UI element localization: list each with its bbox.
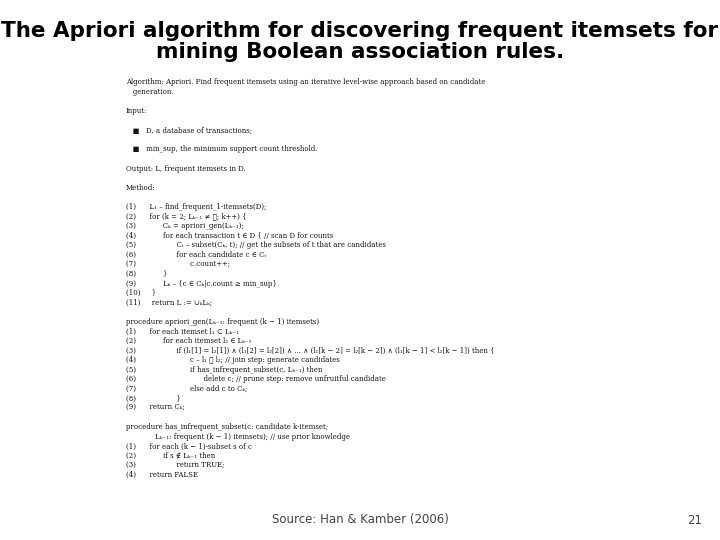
Text: (4)            for each transaction t ∈ D { // scan D for counts: (4) for each transaction t ∈ D { // scan…	[126, 232, 333, 240]
Text: Source: Han & Kamber (2006): Source: Han & Kamber (2006)	[271, 514, 449, 526]
Text: (1)      for each itemset l₁ ⊂ Lₖ₋₁: (1) for each itemset l₁ ⊂ Lₖ₋₁	[126, 327, 239, 335]
Text: (2)            for each itemset l₂ ∈ Lₖ₋₁: (2) for each itemset l₂ ∈ Lₖ₋₁	[126, 337, 251, 345]
Text: 21: 21	[687, 514, 702, 526]
Text: (6)                              delete c; // prune step: remove unfruitful cand: (6) delete c; // prune step: remove unfr…	[126, 375, 386, 383]
Text: (11)     return L := ∪ₖLₖ;: (11) return L := ∪ₖLₖ;	[126, 299, 212, 307]
Text: (5)                  Cₜ – subset(Cₖ, t); // get the subsets of t that are candid: (5) Cₜ – subset(Cₖ, t); // get the subse…	[126, 241, 386, 249]
Text: Output: L, frequent itemsets in D.: Output: L, frequent itemsets in D.	[126, 165, 246, 173]
Text: procedure has_infrequent_subset(c: candidate k-itemset;: procedure has_infrequent_subset(c: candi…	[126, 423, 328, 431]
Text: (10)     }: (10) }	[126, 289, 156, 297]
Text: mining Boolean association rules.: mining Boolean association rules.	[156, 42, 564, 62]
Text: (8)            }: (8) }	[126, 270, 168, 278]
Text: The Apriori algorithm for discovering frequent itemsets for: The Apriori algorithm for discovering fr…	[1, 21, 719, 40]
Text: (4)      return FALSE: (4) return FALSE	[126, 471, 198, 479]
Text: (4)                        c – l₁ ⋈ l₂; // join step: generate candidates: (4) c – l₁ ⋈ l₂; // join step: generate …	[126, 356, 340, 364]
Text: (1)      for each (k − 1)-subset s of c: (1) for each (k − 1)-subset s of c	[126, 442, 252, 450]
Text: generation.: generation.	[126, 88, 174, 96]
Text: Lₖ₋₁: frequent (k − 1) itemsets); // use prior knowledge: Lₖ₋₁: frequent (k − 1) itemsets); // use…	[126, 433, 350, 441]
Text: (3)                  return TRUE;: (3) return TRUE;	[126, 462, 225, 470]
Text: Input:: Input:	[126, 107, 148, 115]
Text: ■   min_sup, the minimum support count threshold.: ■ min_sup, the minimum support count thr…	[126, 145, 318, 153]
Text: Algorithm: Apriori. Find frequent itemsets using an iterative level-wise approac: Algorithm: Apriori. Find frequent itemse…	[126, 78, 485, 86]
Text: (2)            if s ∉ Lₖ₋₁ then: (2) if s ∉ Lₖ₋₁ then	[126, 452, 215, 460]
Text: (2)      for (k = 2; Lₖ₋₁ ≠ ∅; k++) {: (2) for (k = 2; Lₖ₋₁ ≠ ∅; k++) {	[126, 212, 246, 220]
Text: (8)                  }: (8) }	[126, 395, 181, 402]
Text: (3)                  if (l₁[1] = l₂[1]) ∧ (l₁[2] = l₂[2]) ∧ ... ∧ (l₁[k − 2] = l: (3) if (l₁[1] = l₂[1]) ∧ (l₁[2] = l₂[2])…	[126, 347, 495, 355]
Text: (1)      L₁ – find_frequent_1-itemsets(D);: (1) L₁ – find_frequent_1-itemsets(D);	[126, 203, 266, 211]
Text: ■   D, a database of transactions;: ■ D, a database of transactions;	[126, 126, 252, 134]
Text: (6)                  for each candidate c ∈ Cₜ: (6) for each candidate c ∈ Cₜ	[126, 251, 266, 259]
Text: (9)      return Cₖ;: (9) return Cₖ;	[126, 404, 184, 412]
Text: (7)                        c.count++;: (7) c.count++;	[126, 260, 230, 268]
Text: procedure apriori_gen(Lₖ₋₁: frequent (k − 1) itemsets): procedure apriori_gen(Lₖ₋₁: frequent (k …	[126, 318, 319, 326]
Text: (3)            Cₖ = apriori_gen(Lₖ₋₁);: (3) Cₖ = apriori_gen(Lₖ₋₁);	[126, 222, 244, 230]
Text: Method:: Method:	[126, 184, 156, 192]
Text: (7)                        else add c to Cₖ;: (7) else add c to Cₖ;	[126, 385, 248, 393]
Text: (9)            Lₖ – {c ∈ Cₖ|c.count ≥ min_sup}: (9) Lₖ – {c ∈ Cₖ|c.count ≥ min_sup}	[126, 280, 277, 287]
Text: (5)                        if has_infrequent_subset(c, Lₖ₋₁) then: (5) if has_infrequent_subset(c, Lₖ₋₁) th…	[126, 366, 323, 374]
